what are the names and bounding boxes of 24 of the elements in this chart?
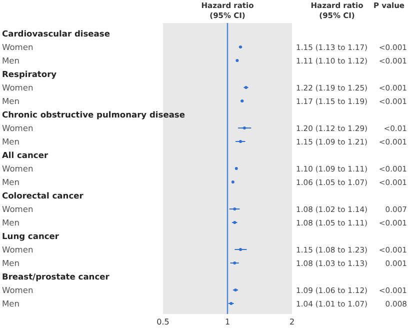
y-tick-label: Lung cancer [2, 231, 60, 241]
y-tick-label: Respiratory [2, 69, 58, 79]
y-tick-label: Men [2, 56, 20, 66]
y-tick-label: Women [2, 244, 34, 254]
y-tick-label: All cancer [2, 150, 49, 160]
y-tick-label: Women [2, 82, 34, 92]
y-tick-label: Women [2, 42, 34, 52]
x-tick-label: 0.5 [156, 318, 170, 327]
y-tick-label: Women [2, 204, 34, 214]
y-tick-label: Women [2, 285, 34, 295]
y-tick-label: Men [2, 136, 20, 146]
y-tick-label: Women [2, 164, 34, 174]
y-tick-label: Women [2, 123, 34, 133]
y-tick-label: Men [2, 258, 20, 268]
y-tick-label: Men [2, 218, 20, 228]
y-tick-label: Men [2, 177, 20, 187]
y-tick-label: Chronic obstructive pulmonary disease [2, 110, 186, 120]
y-tick-label: Breast/prostate cancer [2, 272, 110, 282]
y-tick-label: Men [2, 96, 20, 106]
x-tick-label: 2 [289, 318, 295, 327]
y-tick-label: Men [2, 298, 20, 308]
x-tick-label: 1 [224, 318, 230, 327]
y-tick-label: Cardiovascular disease [2, 28, 110, 38]
y-tick-label: Colorectal cancer [2, 190, 84, 200]
